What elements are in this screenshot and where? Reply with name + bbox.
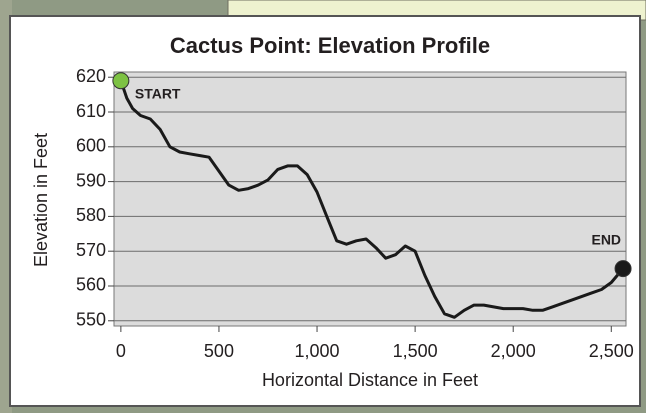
plot-area	[114, 72, 626, 326]
x-tick-label: 500	[204, 341, 234, 361]
chart: Cactus Point: Elevation Profile Horizont…	[0, 0, 646, 413]
endpoint-marker	[113, 73, 129, 89]
y-tick-label: 560	[76, 275, 106, 295]
x-axis-title: Horizontal Distance in Feet	[262, 370, 478, 390]
page: {"chart_data": {"type": "line", "title":…	[0, 0, 646, 413]
x-tick-label: 0	[116, 341, 126, 361]
annotation-label: END	[591, 231, 621, 247]
endpoint-marker	[615, 261, 631, 277]
x-tick-label: 1,000	[295, 341, 340, 361]
y-tick-label: 620	[76, 66, 106, 86]
y-tick-label: 590	[76, 170, 106, 190]
y-tick-label: 570	[76, 240, 106, 260]
y-tick-label: 600	[76, 136, 106, 156]
y-tick-label: 610	[76, 101, 106, 121]
chart-title: Cactus Point: Elevation Profile	[170, 33, 490, 58]
y-tick-label: 550	[76, 310, 106, 330]
x-tick-label: 2,000	[491, 341, 536, 361]
x-tick-label: 2,500	[589, 341, 634, 361]
annotation-label: START	[135, 85, 181, 101]
y-axis-title: Elevation in Feet	[31, 133, 51, 267]
y-tick-label: 580	[76, 205, 106, 225]
x-tick-label: 1,500	[393, 341, 438, 361]
